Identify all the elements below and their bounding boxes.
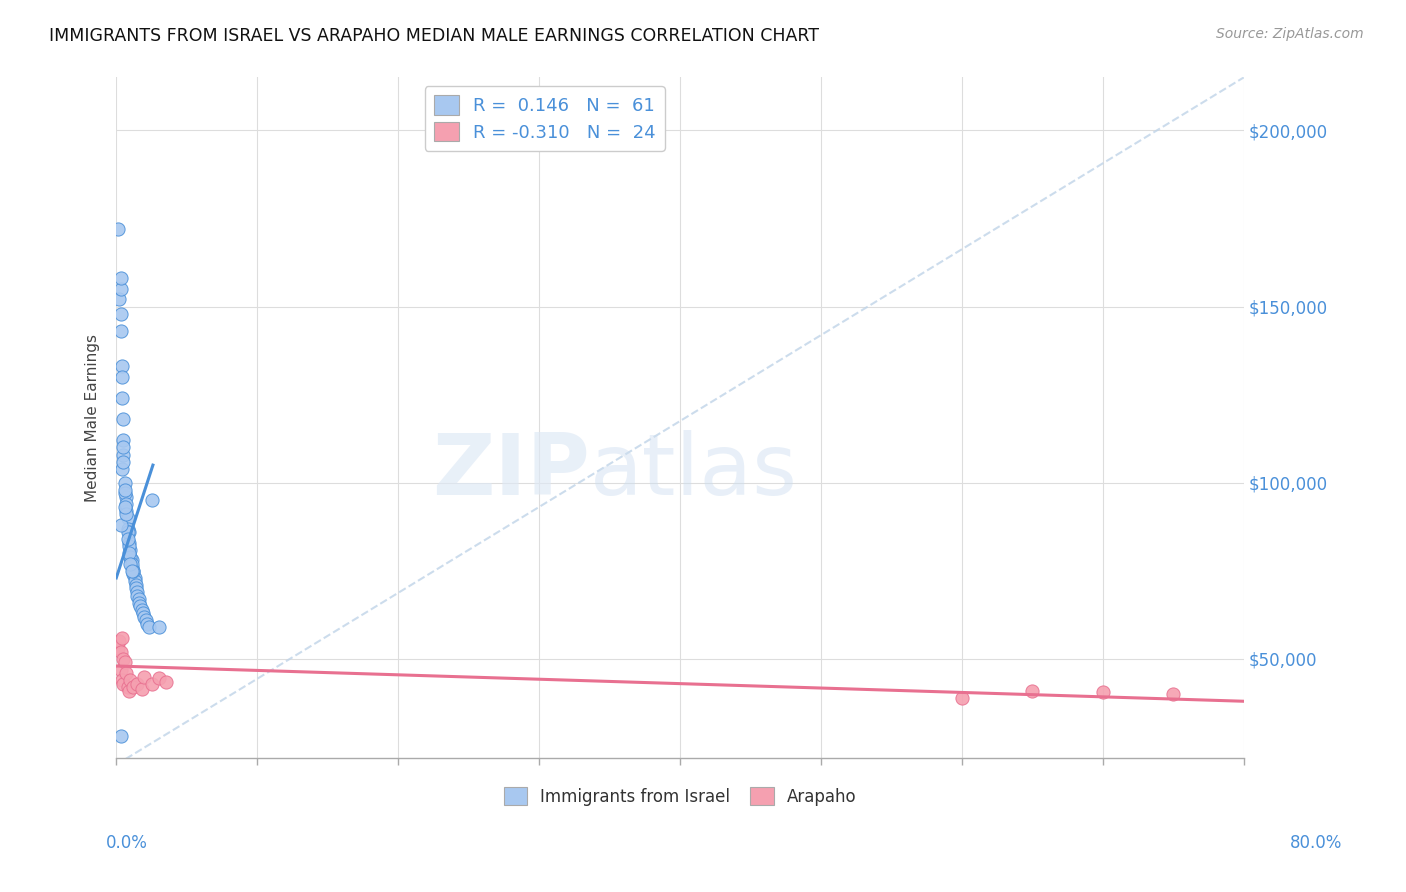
Point: [114, 500, 136, 515]
Point: [111, 359, 134, 374]
Point: [1021, 683, 1043, 698]
Point: [117, 680, 139, 694]
Point: [115, 490, 138, 504]
Point: [127, 589, 149, 603]
Point: [1091, 685, 1114, 699]
Point: [128, 592, 150, 607]
Point: [107, 222, 129, 236]
Point: [112, 434, 135, 448]
Point: [111, 673, 134, 687]
Text: Source: ZipAtlas.com: Source: ZipAtlas.com: [1216, 27, 1364, 41]
Point: [136, 616, 159, 631]
Text: 0.0%: 0.0%: [105, 834, 148, 852]
Point: [112, 412, 135, 426]
Point: [108, 293, 131, 307]
Point: [108, 634, 131, 648]
Point: [148, 671, 170, 685]
Point: [117, 532, 139, 546]
Point: [112, 454, 135, 468]
Point: [155, 674, 177, 689]
Point: [114, 475, 136, 490]
Point: [121, 553, 143, 567]
Point: [114, 656, 136, 670]
Point: [118, 683, 141, 698]
Point: [135, 613, 157, 627]
Point: [110, 518, 132, 533]
Point: [118, 546, 141, 560]
Point: [121, 564, 143, 578]
Point: [120, 542, 142, 557]
Point: [110, 324, 132, 338]
Point: [114, 486, 136, 500]
Point: [110, 282, 132, 296]
Point: [122, 567, 145, 582]
Point: [115, 504, 138, 518]
Point: [129, 599, 152, 613]
Point: [134, 609, 156, 624]
Point: [110, 663, 132, 677]
Point: [110, 645, 132, 659]
Y-axis label: Median Male Earnings: Median Male Earnings: [86, 334, 100, 501]
Point: [111, 391, 134, 405]
Point: [115, 508, 138, 522]
Point: [1161, 687, 1184, 701]
Text: IMMIGRANTS FROM ISRAEL VS ARAPAHO MEDIAN MALE EARNINGS CORRELATION CHART: IMMIGRANTS FROM ISRAEL VS ARAPAHO MEDIAN…: [49, 27, 820, 45]
Point: [112, 676, 135, 690]
Point: [112, 652, 135, 666]
Point: [127, 585, 149, 599]
Point: [118, 525, 141, 540]
Point: [114, 483, 136, 497]
Point: [120, 673, 142, 687]
Point: [117, 522, 139, 536]
Point: [111, 631, 134, 645]
Point: [110, 271, 132, 285]
Point: [131, 602, 153, 616]
Point: [107, 641, 129, 656]
Point: [122, 680, 145, 694]
Point: [127, 676, 149, 690]
Point: [110, 307, 132, 321]
Point: [115, 497, 138, 511]
Point: [141, 676, 163, 690]
Point: [124, 571, 146, 585]
Point: [148, 620, 170, 634]
Point: [134, 670, 156, 684]
Point: [112, 448, 135, 462]
Point: [950, 690, 973, 705]
Legend: Immigrants from Israel, Arapaho: Immigrants from Israel, Arapaho: [495, 779, 865, 814]
Point: [117, 525, 139, 540]
Point: [120, 557, 142, 571]
Point: [128, 596, 150, 610]
Text: atlas: atlas: [589, 431, 797, 514]
Point: [111, 370, 134, 384]
Point: [122, 564, 145, 578]
Point: [131, 681, 153, 696]
Point: [125, 582, 148, 596]
Point: [118, 535, 141, 549]
Point: [111, 461, 134, 475]
Point: [110, 730, 132, 744]
Point: [120, 549, 142, 564]
Point: [117, 511, 139, 525]
Point: [120, 549, 142, 564]
Point: [118, 539, 141, 553]
Point: [122, 564, 145, 578]
Point: [121, 560, 143, 574]
Text: 80.0%: 80.0%: [1291, 834, 1343, 852]
Point: [112, 441, 135, 455]
Point: [141, 493, 163, 508]
Point: [125, 578, 148, 592]
Point: [132, 606, 155, 620]
Text: ZIP: ZIP: [432, 431, 589, 514]
Point: [121, 557, 143, 571]
Point: [115, 666, 138, 681]
Point: [138, 620, 160, 634]
Point: [124, 574, 146, 589]
